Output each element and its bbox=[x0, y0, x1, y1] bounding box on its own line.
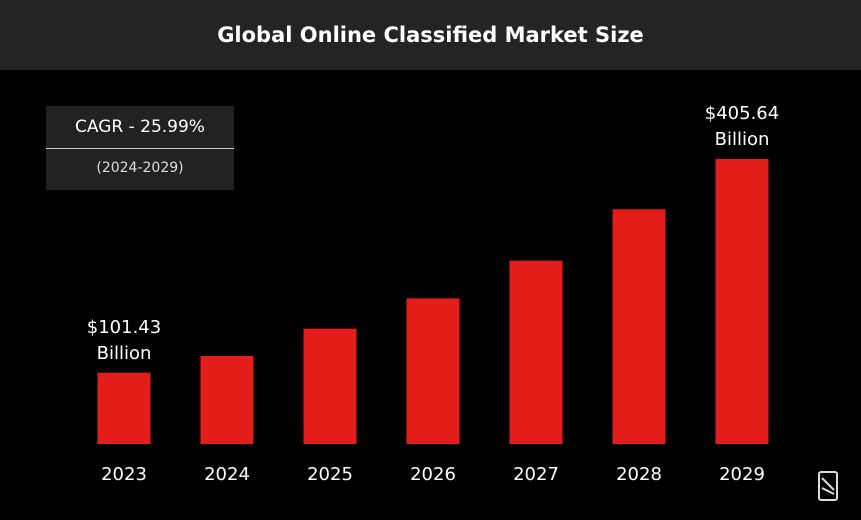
bar bbox=[612, 209, 666, 444]
x-tick-label: 2028 bbox=[616, 464, 662, 485]
bar bbox=[406, 298, 460, 444]
x-tick-label: 2025 bbox=[307, 464, 353, 485]
value-label: $405.64 Billion bbox=[704, 103, 780, 150]
value-label: $101.43 Billion bbox=[86, 316, 162, 364]
cagr-box: CAGR - 25.99% (2024-2029) bbox=[46, 106, 234, 190]
cagr-period: (2024-2029) bbox=[96, 160, 184, 176]
x-tick-label: 2029 bbox=[719, 464, 765, 485]
x-tick-label: 2024 bbox=[204, 464, 250, 485]
chart-title: Global Online Classified Market Size bbox=[0, 0, 861, 70]
x-tick-label: 2023 bbox=[101, 464, 147, 485]
bar bbox=[303, 328, 357, 444]
cagr-title: CAGR - 25.99% bbox=[46, 106, 234, 149]
logo bbox=[818, 471, 838, 501]
bar bbox=[715, 159, 769, 444]
x-tick-label: 2026 bbox=[410, 464, 456, 485]
x-tick-label: 2027 bbox=[513, 464, 559, 485]
bar bbox=[509, 260, 563, 444]
bar bbox=[200, 355, 254, 444]
bar bbox=[97, 372, 151, 444]
